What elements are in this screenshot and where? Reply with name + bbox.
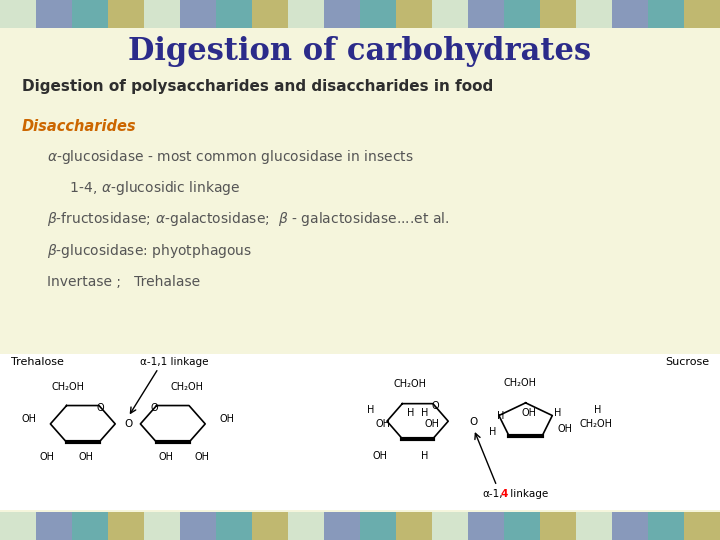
Bar [684,0,720,28]
Text: H: H [497,411,504,421]
Bar [108,512,144,540]
Bar [324,0,360,28]
Bar [72,0,108,28]
Text: H: H [554,408,562,418]
Bar [360,0,396,28]
Bar [108,0,144,28]
Text: O: O [469,417,478,427]
Bar [144,512,180,540]
Bar [396,0,432,28]
Text: OH: OH [40,452,54,462]
Text: Invertase ;   Trehalase: Invertase ; Trehalase [47,275,200,289]
Text: O: O [432,401,439,411]
Bar [252,0,288,28]
Bar [216,0,252,28]
Text: Digestion of carbohydrates: Digestion of carbohydrates [128,36,592,67]
Text: CH₂OH: CH₂OH [503,377,536,388]
Bar [324,512,360,540]
Text: Disaccharides: Disaccharides [22,119,136,134]
Text: CH₂OH: CH₂OH [580,419,613,429]
Text: H: H [490,427,497,437]
Bar [180,512,216,540]
Text: CH₂OH: CH₂OH [171,382,204,392]
Text: O: O [151,403,158,413]
Text: OH: OH [194,452,209,462]
Text: CH₂OH: CH₂OH [52,382,85,392]
Text: α-1,: α-1, [482,489,503,499]
Bar [684,512,720,540]
Text: H: H [421,450,428,461]
Text: OH: OH [425,419,440,429]
Text: OH: OH [79,452,94,462]
Bar [576,0,612,28]
Bar [612,0,648,28]
Text: H: H [366,406,374,415]
Text: OH: OH [522,408,536,418]
Bar [468,512,504,540]
Text: 4: 4 [500,489,508,499]
Text: $\alpha$-glucosidase - most common glucosidase in insects: $\alpha$-glucosidase - most common gluco… [47,147,413,166]
Text: H: H [407,408,414,418]
Bar [36,512,72,540]
Bar [216,512,252,540]
Bar [0,0,36,28]
Text: $\beta$-glucosidase: phyotphagous: $\beta$-glucosidase: phyotphagous [47,241,252,260]
Bar [180,0,216,28]
Text: linkage: linkage [507,489,548,499]
Text: $\beta$-fructosidase; $\alpha$-galactosidase;  $\beta$ - galactosidase....et al.: $\beta$-fructosidase; $\alpha$-galactosi… [47,210,449,228]
Text: α-1,1 linkage: α-1,1 linkage [140,357,209,367]
Text: O: O [124,419,132,429]
Text: Digestion of polysaccharides and disaccharides in food: Digestion of polysaccharides and disacch… [22,79,493,94]
Bar [252,512,288,540]
Text: H: H [594,406,601,415]
Bar [504,0,540,28]
Text: OH: OH [21,414,36,423]
Bar [0,354,720,510]
Bar [360,512,396,540]
Text: OH: OH [372,451,387,462]
Bar [612,512,648,540]
Bar [648,512,684,540]
Bar [288,0,324,28]
Bar [540,0,576,28]
Bar [432,0,468,28]
Bar [288,512,324,540]
Text: OH: OH [376,419,390,429]
Bar [396,512,432,540]
Bar [36,0,72,28]
Bar [576,512,612,540]
Bar [0,512,36,540]
Text: Trehalose: Trehalose [11,357,63,367]
Bar [504,512,540,540]
Text: OH: OH [158,452,173,462]
Bar [72,512,108,540]
Text: H: H [421,408,428,418]
Bar [540,512,576,540]
Bar [648,0,684,28]
Text: CH₂OH: CH₂OH [394,379,427,388]
Bar [144,0,180,28]
Bar [432,512,468,540]
Text: OH: OH [558,424,573,434]
Text: O: O [97,403,104,413]
Bar [468,0,504,28]
Text: 1-4, $\alpha$-glucosidic linkage: 1-4, $\alpha$-glucosidic linkage [61,179,240,197]
Text: OH: OH [220,414,235,423]
Text: Sucrose: Sucrose [665,357,709,367]
